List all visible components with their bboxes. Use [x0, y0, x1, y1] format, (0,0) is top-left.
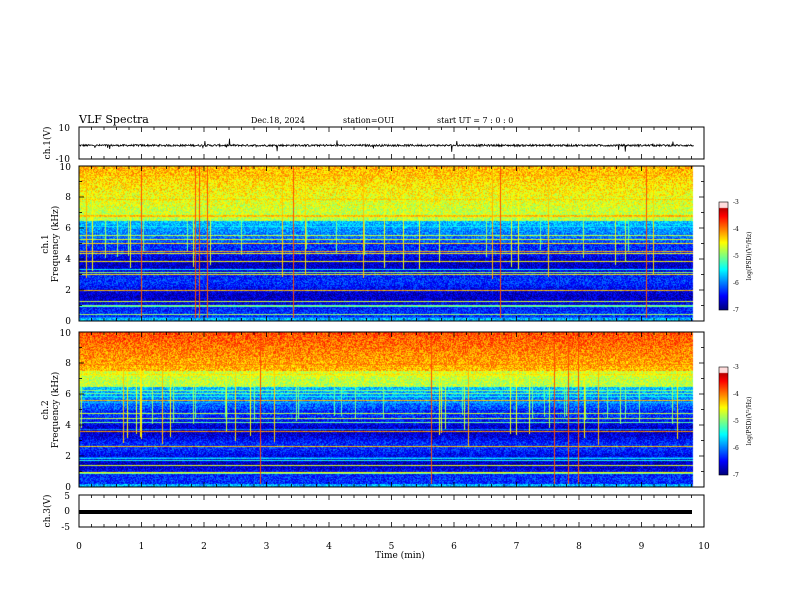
cbar1-tick-m5: -5 — [733, 253, 739, 260]
ch2-spectrogram-frame — [78, 331, 705, 488]
xtick-label-7: 7 — [514, 542, 520, 552]
xtick-label-4: 4 — [326, 542, 332, 552]
spec1-ytick-8: 8 — [65, 193, 71, 203]
date-label: Dec.18, 2024 — [251, 116, 305, 125]
cbar1-label: log(PSD)(V²/Hz) — [746, 232, 753, 281]
ch1-panel-frame — [78, 126, 705, 160]
ch3-ytick-m5: -5 — [61, 523, 70, 533]
cbar1-tick-m3: -3 — [733, 199, 739, 206]
ch3-ylabel: ch.3(V) — [42, 495, 53, 528]
spec2-ylabel-channel: ch.2 — [41, 400, 51, 419]
ch2-colorbar-frame — [718, 366, 729, 476]
cbar2-tick-m3: -3 — [733, 364, 739, 371]
spec1-ylabel-frequency: Frequency (kHz) — [50, 206, 61, 283]
spec1-ytick-4: 4 — [65, 255, 71, 265]
spec1-ytick-0: 0 — [65, 317, 71, 327]
spec2-ytick-2: 2 — [65, 452, 71, 462]
ch2-colorbar: -3 -4 -5 -6 -7 log(PSD)(V²/Hz) — [718, 364, 753, 479]
xtick-label-2: 2 — [201, 542, 207, 552]
cbar2-tick-m5: -5 — [733, 418, 739, 425]
ch3-ytick-0: 0 — [64, 507, 70, 517]
ch1-spectrogram-frame — [78, 165, 705, 322]
cbar2-tick-m6: -6 — [733, 445, 739, 452]
cbar2-tick-m7: -7 — [733, 472, 739, 479]
xtick-label-9: 9 — [639, 542, 645, 552]
cbar1-tick-m4: -4 — [733, 226, 739, 233]
ch3-waveform-panel: 5 0 -5 ch.3(V) — [42, 492, 705, 533]
spec2-ytick-10: 10 — [60, 329, 72, 339]
ch1-colorbar-frame — [718, 201, 729, 311]
spec2-ytick-4: 4 — [65, 421, 71, 431]
ch1-spectrogram-ticks — [78, 165, 705, 322]
ch1-ytick-label-top: 10 — [59, 124, 71, 134]
ch3-ytick-5: 5 — [64, 492, 70, 502]
ch1-ytick-label-bottom: -10 — [56, 155, 71, 165]
spec2-ytick-6: 6 — [65, 390, 71, 400]
ch1-spectrogram-image — [79, 166, 704, 321]
start-time-label: start UT = 7 : 0 : 0 — [437, 116, 513, 125]
spec1-ytick-2: 2 — [65, 286, 71, 296]
xtick-label-6: 6 — [451, 542, 457, 552]
xtick-label-10: 10 — [698, 542, 710, 552]
cbar2-tick-m4: -4 — [733, 391, 739, 398]
ch1-colorbar: -3 -4 -5 -6 -7 log(PSD)(V²/Hz) — [718, 199, 753, 314]
spec2-ytick-8: 8 — [65, 359, 71, 369]
spec2-ytick-0: 0 — [65, 483, 71, 493]
ch1-ylabel: ch.1(V) — [42, 127, 53, 160]
x-axis-tick-labels: 0 1 2 3 4 5 6 7 8 9 10 — [76, 542, 710, 552]
xtick-label-0: 0 — [76, 542, 82, 552]
ch1-waveform-trace — [79, 138, 694, 152]
spec1-ytick-10: 10 — [60, 163, 72, 173]
ch1-waveform-panel: 10 -10 ch.1(V) — [42, 124, 705, 165]
ch2-spectrogram-image — [79, 332, 704, 487]
ch3-panel-frame — [78, 494, 705, 528]
station-label: station=OUI — [343, 116, 394, 125]
spec1-ytick-6: 6 — [65, 224, 71, 234]
xtick-label-1: 1 — [139, 542, 145, 552]
xtick-label-8: 8 — [576, 542, 582, 552]
ch2-colorbar-gradient — [719, 367, 728, 475]
figure-title: VLF Spectra — [78, 113, 149, 126]
spec2-ylabel-frequency: Frequency (kHz) — [50, 372, 61, 449]
cbar2-label: log(PSD)(V²/Hz) — [746, 397, 753, 446]
xtick-label-3: 3 — [264, 542, 270, 552]
ch1-spectrogram-panel: 0 2 4 6 8 10 ch.1 Frequency (kHz) — [41, 163, 705, 327]
cbar1-tick-m7: -7 — [733, 307, 739, 314]
ch2-spectrogram-panel: 0 2 4 6 8 10 ch.2 Frequency (kHz) — [41, 329, 705, 493]
spec1-ylabel-channel: ch.1 — [41, 234, 51, 253]
ch3-level-trace — [79, 510, 692, 514]
ch1-colorbar-gradient — [719, 202, 728, 310]
xtick-label-5: 5 — [389, 542, 395, 552]
x-axis-label: Time (min) — [375, 550, 425, 561]
cbar1-tick-m6: -6 — [733, 280, 739, 287]
